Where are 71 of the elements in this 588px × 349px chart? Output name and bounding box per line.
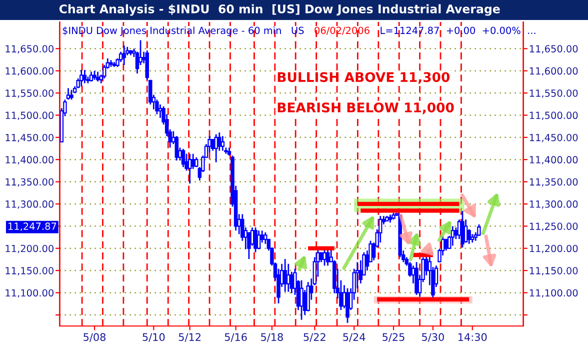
candlestick [322,248,326,266]
y-tick-label: 11,450.00 [6,134,54,142]
x-tick-label: 5/24 [343,333,366,342]
candlestick [174,135,179,162]
y2-tick-label: 11,200.00 [530,244,578,254]
candlestick [220,135,225,152]
y-tick-label: 11,200.00 [6,244,54,254]
y-tick-label: 11,600.00 [6,67,54,76]
candlestick [378,215,382,244]
y-tick-label: 11,100.00 [6,289,54,298]
candlestick [80,69,84,88]
y2-tick-label: 11,350.00 [530,178,578,187]
y2-tick-label: 11,250.00 [530,222,578,231]
candlestick [254,226,258,254]
x-tick-label: 5/08 [84,333,106,342]
candlestick [70,89,74,100]
candlestick [264,232,268,245]
y2-tick-label: 11,650.00 [530,45,578,54]
candlestick [181,148,186,168]
x-tick-label: 5/18 [261,333,283,342]
candlestick [467,228,471,245]
y2-tick-label: 11,100.00 [530,289,578,298]
candlestick [138,40,142,66]
y2-tick-label: 11,450.00 [530,134,578,142]
y2-tick-label: 11,300.00 [530,200,578,209]
candlestick [326,248,330,266]
annotation: L=11247.87 +0.00 +0.00% ... [380,26,536,34]
candlestick [89,71,94,82]
candlestick [300,280,304,320]
x-tick-label: 5/30 [422,333,444,342]
y2-tick-label: 11,600.00 [530,67,578,76]
candlestick [214,134,218,163]
annotation: 06/02/2006 [314,26,370,35]
candlestick [450,225,455,246]
x-tick-label: 5/16 [224,333,247,342]
y-tick-label: 11,400.00 [6,156,54,164]
candlestick [184,153,188,172]
candlestick [122,44,126,66]
y2-tick-label: 11,150.00 [530,267,578,276]
candlestick [256,230,261,250]
x-tick-label: 5/25 [382,333,404,342]
candlestick [158,104,162,119]
candlestick [444,238,448,252]
candlestick [155,98,159,116]
x-tick-label: 5/10 [142,333,165,342]
y-tick-label: 11,500.00 [6,112,54,120]
x-tick-label: 14:30 [458,333,487,342]
y-tick-label: 11,350.00 [6,178,54,187]
candlestick [286,263,290,293]
candlestick [283,258,287,293]
annotation: BULLISH ABOVE 11,300 [278,72,450,84]
y-tick-label: 11,150.00 [6,267,54,276]
y-tick-label: 11,300.00 [6,200,54,209]
candlestick [460,210,464,248]
candlestick [82,69,87,84]
annotation: BEARISH BELOW 11,000 [278,102,454,114]
text: 11,247.87 [8,222,56,231]
candlestick [191,153,195,170]
x-tick-label: 5/12 [178,333,200,342]
candlestick [247,232,251,260]
chart-subtitle: $INDU Dow Jones Industrial Average - 60 min US [62,26,304,36]
y-tick-label: 11,550.00 [6,89,54,98]
y2-tick-label: 11,500.00 [530,112,578,120]
chart-title: Chart Analysis - $INDU 60 min [US] Dow Jones Industrial Average [59,4,500,16]
candlestick [66,87,70,100]
x-tick-label: 5/22 [304,333,326,342]
candlestick [148,79,152,106]
candlestick [477,224,481,237]
y2-tick-label: 11,400.00 [530,156,578,164]
y-tick-label: 11,650.00 [6,45,54,54]
y2-tick-label: 11,550.00 [530,89,578,98]
